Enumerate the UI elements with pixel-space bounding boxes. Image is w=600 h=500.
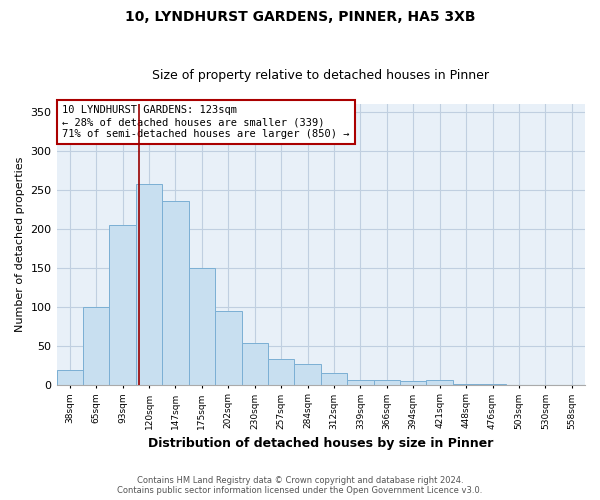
Bar (56, 370, 83, 384)
Bar (268, 359, 295, 384)
Title: Size of property relative to detached houses in Pinner: Size of property relative to detached ho… (152, 69, 489, 82)
X-axis label: Distribution of detached houses by size in Pinner: Distribution of detached houses by size … (148, 437, 493, 450)
Text: Contains HM Land Registry data © Crown copyright and database right 2024.
Contai: Contains HM Land Registry data © Crown c… (118, 476, 482, 495)
Text: 10, LYNDHURST GARDENS, PINNER, HA5 3XB: 10, LYNDHURST GARDENS, PINNER, HA5 3XB (125, 10, 475, 24)
Bar (427, 380, 453, 384)
Bar (188, 268, 215, 384)
Bar (347, 380, 374, 384)
Bar (162, 200, 188, 384)
Bar (83, 306, 109, 384)
Bar (242, 344, 268, 384)
Bar (374, 380, 400, 384)
Bar (136, 184, 162, 384)
Text: 10 LYNDHURST GARDENS: 123sqm
← 28% of detached houses are smaller (339)
71% of s: 10 LYNDHURST GARDENS: 123sqm ← 28% of de… (62, 106, 349, 138)
Bar (321, 373, 347, 384)
Bar (295, 364, 321, 384)
Bar (215, 310, 242, 384)
Bar (109, 225, 136, 384)
Y-axis label: Number of detached properties: Number of detached properties (15, 156, 25, 332)
Bar (400, 381, 427, 384)
